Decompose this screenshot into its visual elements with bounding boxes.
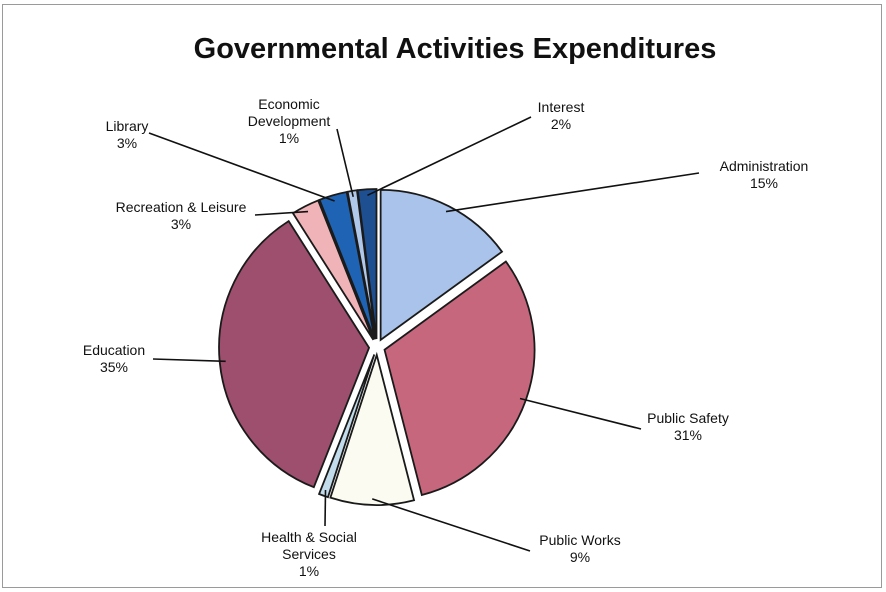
leader-lines xyxy=(148,116,700,552)
pie-slice-health-social-services xyxy=(317,354,376,499)
pie-slice-public-works xyxy=(329,351,416,506)
leader-line-public-works xyxy=(371,498,531,552)
slice-label-administration: Administration 15% xyxy=(720,158,809,191)
slice-label-education: Education 35% xyxy=(83,342,145,375)
leader-line-health-social-services xyxy=(324,490,327,527)
pie-slice-administration xyxy=(379,188,504,342)
slice-label-economic-development: Economic Development 1% xyxy=(248,96,331,146)
leader-line-recreation-leisure xyxy=(254,210,309,216)
slice-labels: Administration 15% Public Safety 31% Public … xyxy=(83,96,808,579)
slice-label-health-social-services: Health & Social Services 1% xyxy=(261,529,357,579)
slice-label-public-works: Public Works 9% xyxy=(539,532,620,565)
pie-slices xyxy=(218,188,536,506)
leader-line-public-safety xyxy=(519,397,642,430)
leader-line-economic-development xyxy=(336,128,355,198)
pie-slice-library xyxy=(318,190,376,340)
chart-frame: Governmental Activities Expenditures Adm… xyxy=(2,4,882,588)
pie-slice-interest xyxy=(356,188,378,340)
leader-line-library xyxy=(148,132,335,202)
chart-title: Governmental Activities Expenditures xyxy=(194,33,717,65)
slice-label-recreation-leisure: Recreation & Leisure 3% xyxy=(116,199,247,232)
slice-label-public-safety: Public Safety 31% xyxy=(647,410,729,443)
slice-label-interest: Interest 2% xyxy=(538,99,585,132)
leader-line-education xyxy=(152,358,226,363)
pie-chart: Governmental Activities Expenditures Adm… xyxy=(83,33,808,579)
leader-line-interest xyxy=(367,116,532,197)
leader-line-administration xyxy=(445,172,700,213)
slice-label-library: Library 3% xyxy=(106,118,149,151)
